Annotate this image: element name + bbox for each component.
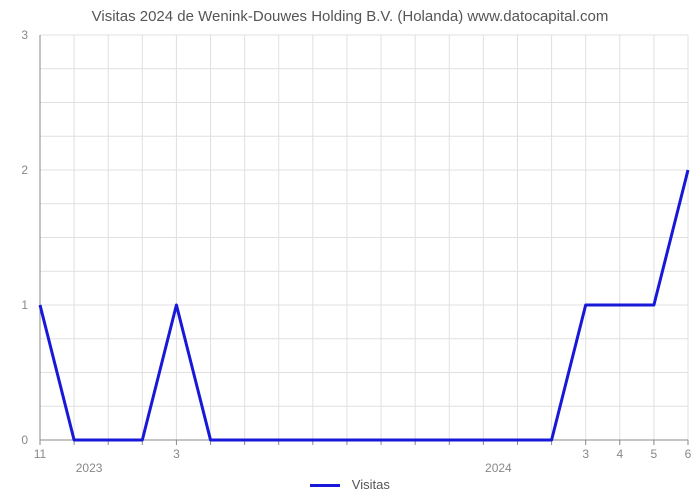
svg-text:11: 11 xyxy=(34,447,47,461)
chart-container: Visitas 2024 de Wenink-Douwes Holding B.… xyxy=(0,0,700,500)
svg-text:6: 6 xyxy=(685,447,692,461)
svg-text:4: 4 xyxy=(616,447,623,461)
legend-swatch xyxy=(310,484,340,487)
svg-text:3: 3 xyxy=(582,447,589,461)
svg-text:1: 1 xyxy=(21,298,28,312)
svg-text:2023: 2023 xyxy=(76,461,103,475)
svg-text:5: 5 xyxy=(651,447,658,461)
svg-text:3: 3 xyxy=(21,28,28,42)
svg-text:0: 0 xyxy=(21,433,28,447)
svg-text:2024: 2024 xyxy=(485,461,512,475)
svg-text:3: 3 xyxy=(173,447,180,461)
svg-text:2: 2 xyxy=(21,163,28,177)
line-chart-svg: 0 1 2 3 11 3 3 4 5 6 2023 2024 xyxy=(0,0,700,500)
chart-legend: Visitas xyxy=(0,477,700,492)
legend-label: Visitas xyxy=(352,477,390,492)
